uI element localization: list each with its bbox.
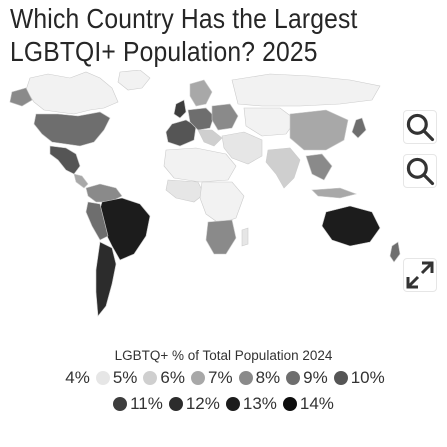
country-southeast-asia[interactable] xyxy=(305,153,333,181)
legend-label: 7% xyxy=(207,368,233,387)
magnifier-plus-icon xyxy=(406,113,435,142)
country-scandinavia[interactable] xyxy=(189,79,213,107)
legend-item[interactable]: 12% xyxy=(168,394,220,414)
oceania-region xyxy=(321,205,401,263)
legend-label: 6% xyxy=(160,368,185,387)
legend-row-2: 11% 12% 13% 14% xyxy=(0,394,447,414)
legend-item[interactable]: 4% xyxy=(62,368,90,388)
country-greenland[interactable] xyxy=(117,70,151,91)
legend-item[interactable]: 10% xyxy=(333,368,385,388)
country-eastern-europe[interactable] xyxy=(211,103,239,131)
legend-label: 14% xyxy=(299,394,334,413)
legend-row-1: 4% 5% 6% 7% 8% 9% 10% xyxy=(0,368,447,388)
magnifier-minus-icon xyxy=(406,157,435,186)
north-america-region xyxy=(9,70,151,189)
legend-item[interactable]: 6% xyxy=(143,368,185,388)
legend-swatch xyxy=(113,397,128,411)
country-madagascar[interactable] xyxy=(241,227,249,247)
legend-item[interactable]: 14% xyxy=(282,394,334,414)
chart-title-line-1: Which Country Has the Largest xyxy=(10,3,358,34)
europe-region xyxy=(165,79,239,147)
country-new-zealand[interactable] xyxy=(389,241,401,263)
country-central-america[interactable] xyxy=(73,173,89,189)
africa-region xyxy=(163,147,249,255)
legend-label: 11% xyxy=(130,394,163,413)
country-peru-bolivia[interactable] xyxy=(85,201,109,241)
country-russia[interactable] xyxy=(231,73,381,107)
country-argentina-chile[interactable] xyxy=(95,241,117,317)
country-southern-africa[interactable] xyxy=(205,219,237,255)
legend-swatch xyxy=(238,371,253,385)
legend-label: 10% xyxy=(350,368,385,387)
legend-label: 8% xyxy=(255,368,281,387)
legend-item[interactable]: 8% xyxy=(238,368,281,388)
country-usa[interactable] xyxy=(33,111,111,147)
legend-label: 9% xyxy=(303,368,328,387)
legend-swatch xyxy=(225,397,240,411)
legend-swatch xyxy=(333,371,348,385)
legend-item[interactable]: 9% xyxy=(286,368,328,388)
legend-title: LGBTQ+ % of Total Population 2024 xyxy=(114,348,333,363)
legend-item[interactable]: 13% xyxy=(225,394,277,414)
fullscreen-button[interactable] xyxy=(403,258,437,292)
zoom-out-button[interactable] xyxy=(403,154,437,188)
country-italy-balkans[interactable] xyxy=(197,129,223,147)
legend-swatch xyxy=(286,371,301,385)
country-mexico[interactable] xyxy=(49,145,81,175)
chart-title: Which Country Has the Largest LGBTQI+ Po… xyxy=(10,2,388,68)
legend-item[interactable]: 5% xyxy=(95,368,138,388)
legend-label: 13% xyxy=(242,394,277,413)
legend-swatch xyxy=(282,397,297,411)
legend-swatch xyxy=(168,397,183,411)
country-uk[interactable] xyxy=(173,99,187,119)
country-north-africa[interactable] xyxy=(163,147,237,183)
country-indonesia[interactable] xyxy=(311,187,358,199)
zoom-in-button[interactable] xyxy=(403,110,437,144)
legend-item[interactable]: 7% xyxy=(190,368,233,388)
country-central-east-africa[interactable] xyxy=(199,181,245,225)
south-america-region xyxy=(85,183,151,317)
legend-label: 12% xyxy=(185,394,220,413)
world-map-svg xyxy=(9,70,401,317)
legend-label: 5% xyxy=(112,368,138,387)
country-central-europe[interactable] xyxy=(187,107,215,131)
asia-region xyxy=(221,73,381,199)
country-australia[interactable] xyxy=(321,205,381,247)
country-canada[interactable] xyxy=(25,71,119,115)
legend-item[interactable]: 11% xyxy=(113,394,163,414)
legend-swatch xyxy=(95,371,110,385)
country-turkey-middle-east[interactable] xyxy=(221,131,263,165)
country-japan[interactable] xyxy=(351,117,367,139)
legend-label: 4% xyxy=(65,368,90,387)
country-central-asia[interactable] xyxy=(243,107,297,137)
country-china[interactable] xyxy=(289,109,349,151)
legend-swatch xyxy=(190,371,205,385)
chart-title-line-2: LGBTQI+ Population? 2025 xyxy=(10,36,318,67)
world-map[interactable] xyxy=(0,70,447,332)
legend-swatch xyxy=(143,371,158,385)
country-alaska[interactable] xyxy=(9,87,33,107)
country-west-africa[interactable] xyxy=(165,179,205,203)
country-india[interactable] xyxy=(265,147,301,189)
expand-arrows-icon xyxy=(406,261,434,289)
country-france-iberia[interactable] xyxy=(165,119,197,147)
